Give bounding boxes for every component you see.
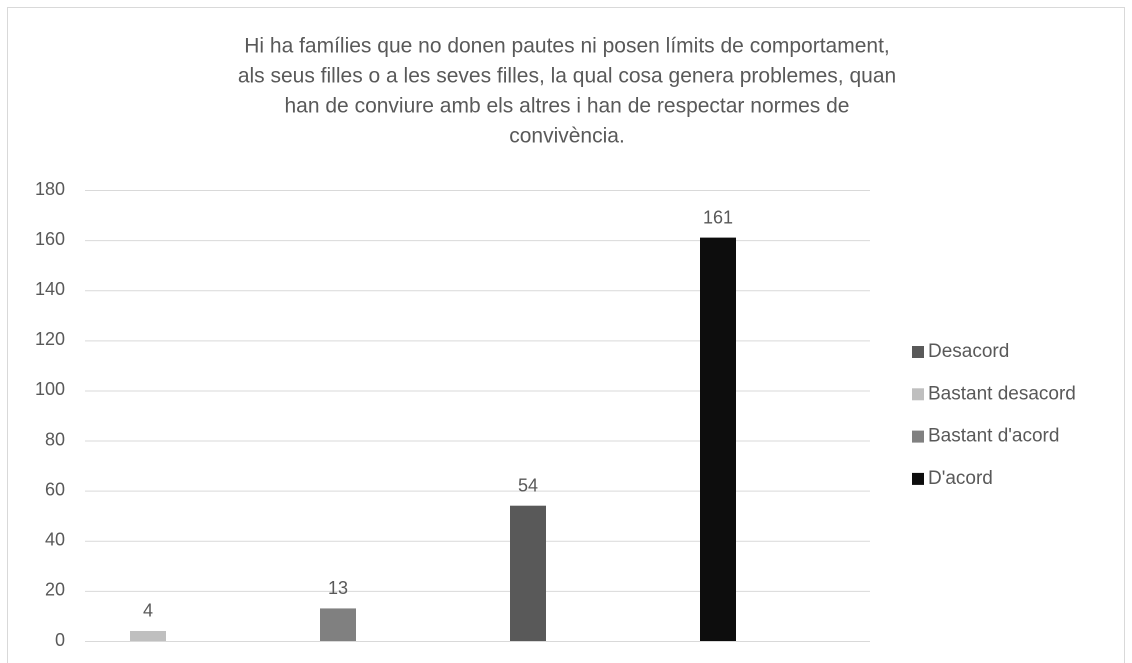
chart-title: als seus filles o a les seves filles, la… (238, 65, 896, 88)
y-tick-label: 20 (45, 580, 65, 600)
y-tick-label: 140 (35, 279, 65, 299)
data-label: 161 (703, 207, 733, 227)
y-tick-label: 60 (45, 479, 65, 499)
y-tick-label: 0 (55, 630, 65, 650)
legend-label: D'acord (928, 468, 993, 489)
y-tick-label: 100 (35, 379, 65, 399)
chart-border (7, 7, 1125, 663)
chart-title: han de conviure amb els altres i han de … (285, 95, 850, 118)
legend-swatch (912, 388, 924, 401)
legend-label: Bastant desacord (928, 383, 1076, 404)
y-tick-label: 160 (35, 229, 65, 249)
y-tick-label: 40 (45, 530, 65, 550)
legend-swatch (912, 430, 924, 443)
legend-swatch (912, 472, 924, 485)
y-tick-label: 180 (35, 179, 65, 199)
data-label: 54 (518, 475, 538, 495)
y-tick-label: 120 (35, 329, 65, 349)
legend-label: Desacord (928, 341, 1009, 362)
legend-swatch (912, 346, 924, 358)
data-label: 4 (143, 601, 153, 621)
y-tick-label: 80 (45, 429, 65, 449)
chart-title: convivència. (509, 125, 625, 148)
data-label: 13 (328, 578, 348, 598)
legend-label: Bastant d'acord (928, 426, 1059, 447)
bar (320, 608, 356, 641)
bar (700, 237, 736, 641)
chart-title: Hi ha famílies que no donen pautes ni po… (244, 35, 890, 58)
bar (130, 630, 166, 641)
bar (510, 505, 546, 641)
